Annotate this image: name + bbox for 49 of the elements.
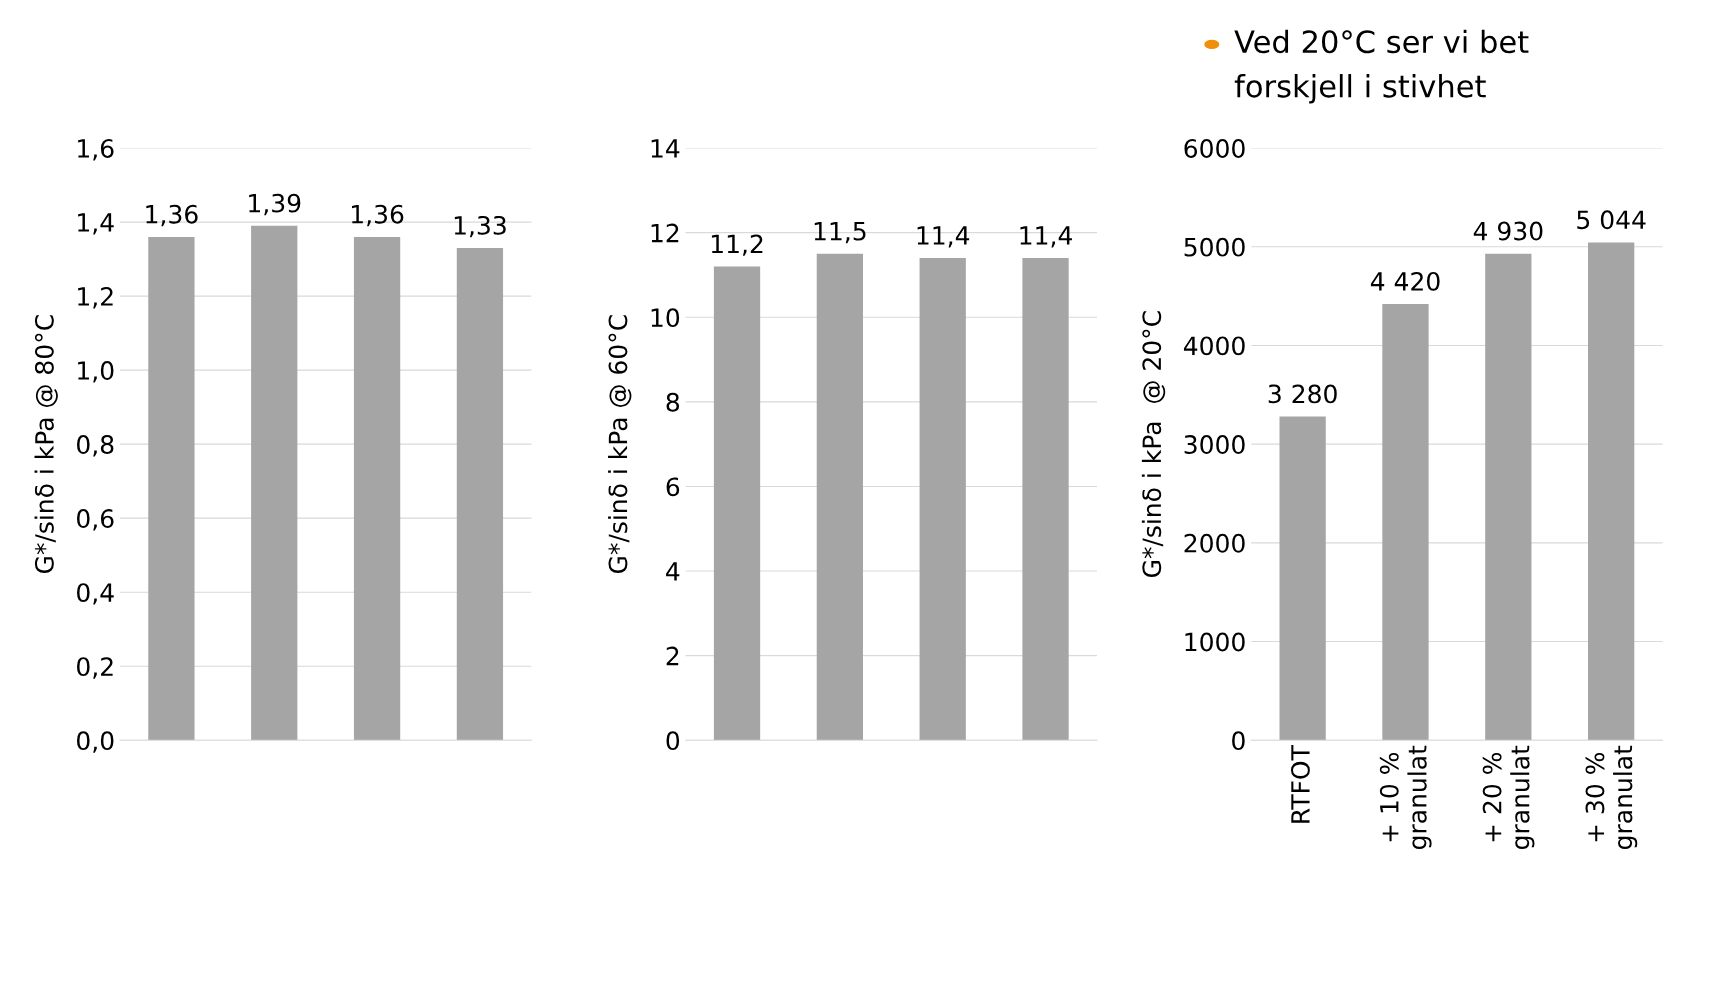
y-tick-label: 0 <box>1232 731 1245 751</box>
y-tick-label: 1,2 <box>78 287 113 309</box>
x-tick-label: + 10 % granulat <box>1379 745 1432 849</box>
y-tick-label: 6 <box>666 477 680 497</box>
data-label: 1,33 <box>454 215 506 238</box>
text: forskjell i stivhet <box>1234 74 1486 104</box>
data-label: 11,4 <box>917 226 970 248</box>
data-label: 4 420 <box>1370 271 1440 291</box>
data-label: 1,36 <box>146 204 198 227</box>
y-tick-label: 2000 <box>1184 533 1245 553</box>
y-tick-label: 14 <box>651 139 680 158</box>
data-label: 5 044 <box>1577 210 1646 230</box>
x-tick-label: RTFOT <box>1290 745 1310 823</box>
y-tick-label: 12 <box>651 223 679 243</box>
y-tick-label: 4000 <box>1183 336 1245 356</box>
text: Ved 20°C ser vi bet <box>1234 29 1529 54</box>
x-tick-label: + 30 % granulat <box>1585 745 1638 849</box>
y-tick-label: 2 <box>666 646 679 666</box>
y-tick-label: 4 <box>666 562 680 581</box>
y-tick-label: 1,4 <box>78 213 114 235</box>
bar <box>1588 242 1635 741</box>
y-axis-title: G*/sinδ i kPa @ 60°C <box>608 315 632 574</box>
y-tick-label: 3000 <box>1184 435 1245 454</box>
y-tick-label: 1,0 <box>78 361 114 383</box>
y-tick-label: 5000 <box>1184 237 1245 257</box>
y-tick-label: 1,6 <box>78 138 114 161</box>
y-tick-label: 8 <box>666 392 680 412</box>
y-tick-label: 1000 <box>1185 632 1245 652</box>
bar <box>1485 253 1532 741</box>
y-axis-title: G*/sinδ i kPa @ 20°C <box>1141 311 1166 578</box>
data-label: 11,2 <box>711 234 763 256</box>
x-tick-label: + 20 % granulat <box>1482 745 1535 849</box>
y-tick-label: 0 <box>666 731 680 751</box>
y-tick-label: 0,2 <box>77 657 113 679</box>
data-label: 1,36 <box>351 204 404 227</box>
y-tick-label: 0,4 <box>77 583 114 605</box>
y-tick-label: 0,6 <box>77 509 114 531</box>
data-label: 11,4 <box>1020 226 1072 248</box>
bar <box>1382 304 1429 741</box>
y-axis-title: G*/sinδ i kPa @ 80°C <box>34 315 58 574</box>
data-label: 11,5 <box>814 222 866 244</box>
y-tick-label: 10 <box>651 308 680 328</box>
y-tick-label: 0,0 <box>77 731 114 753</box>
bar <box>1279 416 1326 741</box>
data-label: 1,39 <box>249 193 301 216</box>
y-tick-label: 6000 <box>1184 138 1245 158</box>
y-tick-label: 0,8 <box>77 435 114 457</box>
data-label: 4 930 <box>1473 221 1543 241</box>
data-label: 3 280 <box>1268 384 1337 404</box>
